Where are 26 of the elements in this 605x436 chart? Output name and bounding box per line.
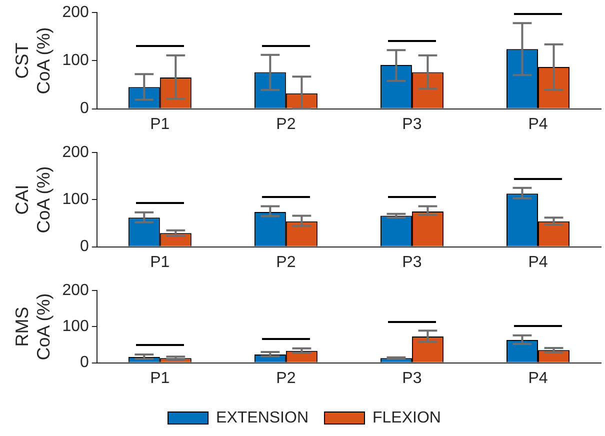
y-tick-label: 200 (62, 4, 89, 22)
x-tick-label: P2 (276, 370, 296, 387)
x-tick-label: P2 (276, 116, 296, 133)
y-tick-label: 100 (62, 318, 89, 336)
legend-label: EXTENSION (216, 409, 309, 426)
x-tick-label: P4 (528, 370, 548, 387)
x-tick-label: P1 (150, 116, 170, 133)
x-tick-label: P1 (150, 254, 170, 271)
x-tick-label: P3 (402, 254, 422, 271)
x-tick-label: P2 (276, 254, 296, 271)
y-tick-label: 0 (80, 238, 89, 256)
legend-label: FLEXION (372, 409, 441, 426)
y-tick-label: 200 (62, 282, 89, 300)
x-tick-label: P3 (402, 116, 422, 133)
y-axis-title: CST CoA (%) (12, 27, 54, 94)
y-tick-label: 0 (80, 354, 89, 372)
y-tick-label: 100 (62, 52, 89, 70)
x-tick-label: P1 (150, 370, 170, 387)
x-tick-label: P3 (402, 370, 422, 387)
y-tick-label: 100 (62, 191, 89, 208)
y-tick-label: 0 (80, 100, 89, 118)
x-tick-label: P4 (528, 254, 548, 271)
x-tick-label: P4 (528, 116, 548, 133)
y-axis-title: RMS CoA (%) (12, 293, 54, 360)
y-tick-label: 200 (62, 144, 89, 162)
y-axis-title: CAI CoA (%) (12, 166, 54, 234)
